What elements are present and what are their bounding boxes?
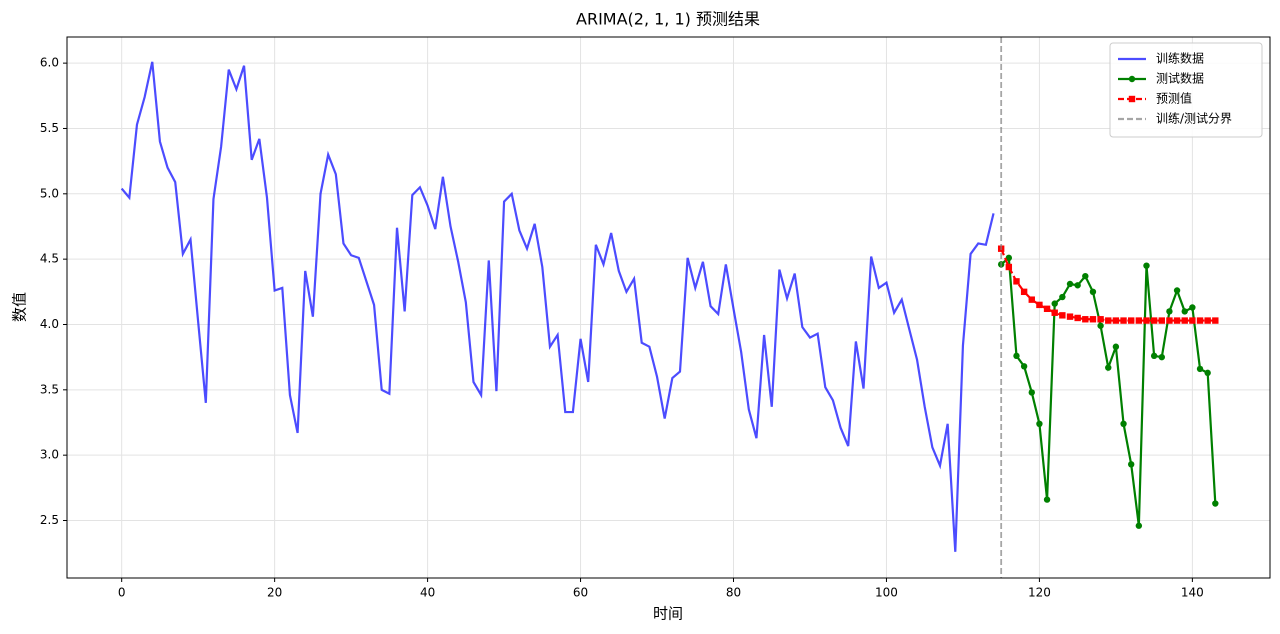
x-axis-label: 时间 <box>653 605 683 623</box>
data-point <box>1105 317 1112 324</box>
data-point <box>1204 317 1211 324</box>
data-point <box>1059 312 1066 319</box>
legend-label: 训练数据 <box>1156 51 1204 66</box>
data-point <box>1120 317 1127 324</box>
data-point <box>1120 420 1127 428</box>
data-point <box>1128 95 1136 103</box>
y-tick-label: 3.0 <box>40 448 59 462</box>
data-point <box>1196 317 1204 324</box>
x-tick-label: 80 <box>726 586 741 600</box>
data-point <box>1043 496 1051 503</box>
data-point <box>1036 301 1043 309</box>
data-point <box>1112 343 1120 350</box>
plot-area <box>120 37 1219 578</box>
data-point <box>1135 317 1143 324</box>
y-tick-label: 5.0 <box>40 186 59 200</box>
data-point <box>1089 288 1097 296</box>
data-point <box>1204 369 1211 377</box>
data-point <box>1127 317 1135 324</box>
y-tick-label: 4.5 <box>40 252 59 266</box>
data-point <box>1166 308 1173 315</box>
data-point <box>1166 317 1173 324</box>
data-point <box>1112 317 1120 324</box>
x-tick-label: 100 <box>875 586 898 600</box>
x-tick-label: 120 <box>1028 586 1051 600</box>
data-point <box>1105 364 1112 371</box>
data-point <box>1036 420 1043 428</box>
data-point <box>1150 317 1158 324</box>
data-point <box>1158 317 1165 324</box>
data-point <box>1128 75 1136 83</box>
data-point <box>1013 352 1020 360</box>
data-point <box>1212 317 1219 324</box>
data-point <box>1059 293 1066 301</box>
legend-box <box>1109 42 1263 138</box>
data-point <box>1005 254 1013 262</box>
data-point <box>1066 313 1074 320</box>
y-tick-label: 2.5 <box>40 513 59 527</box>
data-point <box>1189 317 1196 324</box>
x-tick-label: 40 <box>420 586 435 600</box>
data-point <box>1020 363 1028 370</box>
x-tick-label: 60 <box>573 586 588 600</box>
data-point <box>1028 389 1035 396</box>
data-point <box>1189 304 1196 311</box>
data-point <box>1082 316 1089 323</box>
data-point <box>1135 522 1143 529</box>
data-point <box>1020 288 1028 296</box>
data-point <box>1051 309 1058 316</box>
data-point <box>1074 282 1081 289</box>
data-point <box>1028 296 1035 303</box>
x-tick-label: 0 <box>118 586 126 600</box>
y-tick-label: 3.5 <box>40 382 59 396</box>
legend-label: 训练/测试分界 <box>1156 111 1232 126</box>
data-point <box>1181 317 1188 324</box>
data-point <box>1066 280 1074 288</box>
data-point <box>1173 317 1181 324</box>
data-point <box>1212 500 1219 507</box>
data-point <box>1005 263 1013 271</box>
data-point <box>1181 308 1188 315</box>
y-tick-label: 6.0 <box>40 56 59 70</box>
data-point <box>1089 316 1097 323</box>
series-line <box>120 61 995 552</box>
data-point <box>1127 461 1135 468</box>
axes-frame <box>66 36 1271 579</box>
y-tick-label: 5.5 <box>40 121 59 135</box>
legend-label: 测试数据 <box>1156 71 1204 86</box>
data-point <box>1143 262 1150 269</box>
data-point <box>1043 305 1051 313</box>
data-point <box>1158 353 1165 361</box>
x-tick-label: 140 <box>1181 586 1204 600</box>
data-point <box>1097 322 1104 329</box>
y-tick-label: 4.0 <box>40 317 59 331</box>
chart-title: ARIMA(2, 1, 1) 预测结果 <box>576 10 760 29</box>
x-tick-label: 20 <box>267 586 282 600</box>
data-point <box>1082 272 1089 280</box>
data-point <box>1013 278 1020 285</box>
data-point <box>1196 365 1204 373</box>
y-axis-label: 数值 <box>11 292 29 322</box>
data-point <box>1051 300 1058 307</box>
data-point <box>1173 287 1181 294</box>
data-point <box>1143 317 1150 324</box>
legend-label: 预测值 <box>1156 91 1192 106</box>
data-point <box>1150 352 1158 360</box>
data-point <box>1097 316 1104 323</box>
data-point <box>1074 314 1081 322</box>
